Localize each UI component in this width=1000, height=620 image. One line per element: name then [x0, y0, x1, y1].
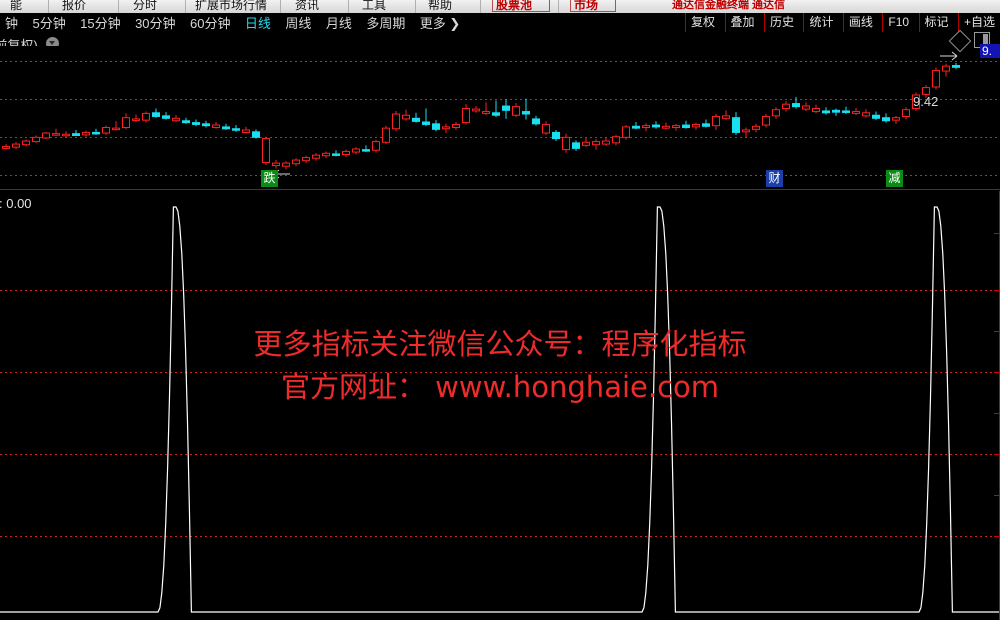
- adjust-button[interactable]: 复权: [685, 13, 720, 32]
- tool-buttons[interactable]: 复权 叠加 历史 统计 画线 F10 标记 +自选: [685, 13, 1000, 34]
- price-gridline: [0, 175, 1000, 176]
- period-tab-15min[interactable]: 15分钟: [80, 16, 121, 31]
- menu-item-3[interactable]: 扩展市场行情: [195, 0, 268, 12]
- period-tab-5min[interactable]: 5分钟: [32, 16, 66, 31]
- indicator-title: 点: 0.00: [0, 196, 32, 211]
- menubar-banner: 通达信金融终端 通达信: [672, 0, 786, 11]
- indicator-gridline: [0, 290, 1000, 291]
- add-watchlist-button[interactable]: +自选: [957, 13, 1000, 32]
- price-gridline: [0, 99, 1000, 100]
- axis-tick: [994, 536, 1000, 537]
- watermark-line-1: 更多指标关注微信公众号：程序化指标: [253, 327, 747, 361]
- main-menu-bar[interactable]: 能 报价 分时 扩展市场行情 资讯 工具 帮助 股票池 市场 通达信金融终端 通…: [0, 0, 1000, 13]
- mark-button[interactable]: 标记: [918, 13, 954, 32]
- axis-tick: [994, 495, 1000, 496]
- menu-item-5[interactable]: 工具: [362, 0, 387, 12]
- period-tab-60min[interactable]: 60分钟: [190, 16, 231, 31]
- last-price-label: 9.42: [913, 94, 939, 109]
- period-toolbar[interactable]: 钟 5分钟 15分钟 30分钟 60分钟 日线 周线 月线 多周期 更多 ❯ 复…: [0, 13, 1000, 35]
- axis-tick: [994, 413, 1000, 414]
- period-tab-30min[interactable]: 30分钟: [135, 16, 176, 31]
- menu-divider: [558, 0, 559, 13]
- menu-divider: [118, 0, 119, 13]
- period-tab-weekly[interactable]: 周线: [285, 16, 312, 31]
- price-gridline: [0, 61, 1000, 62]
- overlay-button[interactable]: 叠加: [724, 13, 760, 32]
- indicator-pane[interactable]: 点: 0.00: [0, 191, 1000, 620]
- drawline-button[interactable]: 画线: [842, 13, 878, 32]
- marker-finance[interactable]: 财: [766, 170, 783, 187]
- period-tab-multi[interactable]: 多周期: [366, 16, 406, 31]
- menu-item-4[interactable]: 资讯: [295, 0, 320, 12]
- menu-item-market[interactable]: 市场: [574, 0, 599, 12]
- period-tab-daily[interactable]: 日线: [244, 16, 271, 31]
- axis-tick: [994, 331, 1000, 332]
- indicator-series: [0, 206, 1000, 613]
- price-axis-badge: 9.: [980, 44, 1000, 58]
- period-tab-more[interactable]: 更多 ❯: [419, 16, 461, 31]
- indicator-gridline: [0, 454, 1000, 455]
- indicator-gridline: [0, 372, 1000, 373]
- axis-tick: [994, 454, 1000, 455]
- marker-reduce[interactable]: 减: [886, 170, 903, 187]
- axis-tick: [994, 372, 1000, 373]
- period-tab-monthly[interactable]: 月线: [325, 16, 352, 31]
- price-chart-pane[interactable]: 9.42 5.98: [0, 46, 1000, 190]
- menu-divider: [185, 0, 186, 13]
- axis-tick: [994, 290, 1000, 291]
- axis-tick: [994, 233, 1000, 234]
- menu-divider: [480, 0, 481, 13]
- f10-button[interactable]: F10: [882, 13, 914, 32]
- period-list[interactable]: 钟 5分钟 15分钟 30分钟 60分钟 日线 周线 月线 多周期 更多 ❯: [0, 13, 465, 34]
- menu-divider: [280, 0, 281, 13]
- price-gridline: [0, 137, 1000, 138]
- pane-separator: [0, 189, 1000, 190]
- watermark-line-2: 官方网址： www.honghaie.com: [280, 370, 720, 404]
- marker-drop[interactable]: 跌: [261, 170, 278, 187]
- menu-item-6[interactable]: 帮助: [428, 0, 453, 12]
- menu-divider: [415, 0, 416, 13]
- history-button[interactable]: 历史: [763, 13, 799, 32]
- menu-item-stockpool-box[interactable]: [492, 0, 550, 12]
- stats-button[interactable]: 统计: [803, 13, 838, 32]
- menu-divider: [48, 0, 49, 13]
- menu-item-stockpool[interactable]: 股票池: [496, 0, 533, 12]
- menu-item-market-box[interactable]: [570, 0, 616, 12]
- candlestick-series: [2, 63, 960, 170]
- menu-divider: [348, 0, 349, 13]
- menu-item-1[interactable]: 报价: [62, 0, 87, 12]
- indicator-gridline: [0, 536, 1000, 537]
- menu-item-2[interactable]: 分时: [133, 0, 158, 12]
- menu-item-0[interactable]: 能: [10, 0, 23, 12]
- period-tab-0[interactable]: 钟: [5, 16, 19, 31]
